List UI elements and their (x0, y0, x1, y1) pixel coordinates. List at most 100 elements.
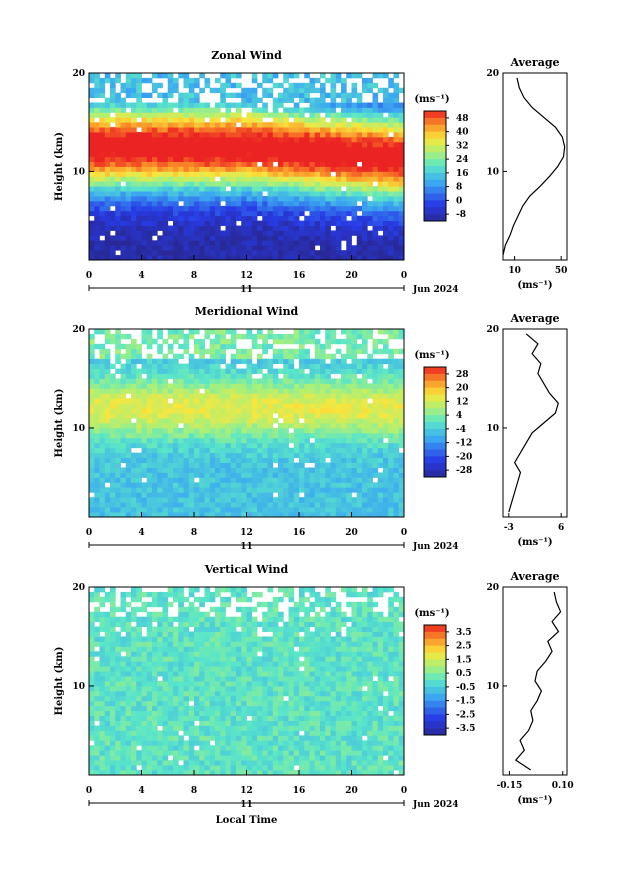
heatmap-cell (383, 348, 389, 355)
heatmap-cell (356, 457, 363, 463)
heatmap-cell (183, 136, 190, 143)
heatmap-cell (262, 107, 268, 113)
heatmap-cell (341, 745, 347, 751)
heatmap-cell (125, 235, 132, 241)
heatmap-cell (136, 467, 142, 473)
heatmap-cell (367, 127, 373, 133)
heatmap-cell (246, 373, 253, 379)
heatmap-cell (262, 127, 268, 133)
heatmap-cell (367, 122, 373, 128)
heatmap-cell (236, 171, 242, 177)
heatmap-cell (388, 348, 394, 355)
heatmap-cell (94, 507, 100, 513)
heatmap-cell (199, 755, 205, 761)
heatmap-cell (314, 373, 321, 379)
heatmap-cell (398, 205, 405, 212)
heatmap-cell (125, 472, 132, 478)
heatmap-cell (314, 720, 321, 726)
heatmap-cell (267, 112, 274, 118)
heatmap-cell (131, 398, 137, 404)
heatmap-cell (246, 92, 253, 98)
heatmap-cell (204, 502, 211, 508)
heatmap-cell (351, 136, 358, 143)
heatmap-cell (335, 398, 342, 404)
heatmap-cell (278, 220, 284, 226)
heatmap-cell (115, 196, 121, 202)
heatmap-cell (362, 343, 368, 350)
heatmap-cell (251, 102, 258, 108)
heatmap-cell (257, 492, 263, 498)
heatmap-cell (220, 151, 226, 158)
heatmap-cell (251, 378, 258, 384)
heatmap-cell (314, 378, 321, 384)
heatmap-cell (167, 230, 174, 236)
heatmap-cell (377, 760, 384, 766)
heatmap-cell (230, 403, 237, 409)
heatmap-cell (215, 102, 221, 108)
heatmap-cell (377, 329, 384, 335)
heatmap-cell (199, 398, 205, 404)
heatmap-cell (278, 413, 284, 419)
heatmap-cell (372, 442, 379, 449)
heatmap-cell (167, 151, 174, 158)
heatmap-cell (267, 760, 274, 766)
heatmap-cell (173, 388, 179, 394)
heatmap-cell (162, 92, 169, 98)
heatmap-cell (209, 452, 216, 459)
heatmap-cell (131, 186, 137, 192)
heatmap-cell (178, 181, 184, 187)
heatmap-cell (299, 393, 305, 399)
heatmap-cell (393, 745, 400, 751)
heatmap-cell (362, 755, 368, 761)
heatmap-cell (383, 745, 389, 751)
heatmap-cell (136, 205, 142, 212)
heatmap-cell (272, 512, 279, 518)
heatmap-cell (188, 77, 195, 84)
heatmap-cell (304, 403, 310, 409)
heatmap-cell (304, 225, 310, 231)
heatmap-cell (314, 161, 321, 167)
heatmap-cell (309, 467, 316, 473)
heatmap-cell (304, 161, 310, 167)
heatmap-cell (125, 146, 132, 153)
heatmap-cell (131, 343, 137, 350)
heatmap-cell (141, 225, 148, 231)
heatmap-cell (157, 245, 163, 251)
heatmap-cell (325, 770, 331, 776)
heatmap-cell (257, 457, 263, 463)
heatmap-cell (99, 176, 106, 182)
heatmap-cell (351, 127, 358, 133)
heatmap-cell (398, 502, 405, 508)
heatmap-cell (131, 745, 137, 751)
heatmap-cell (267, 132, 274, 138)
heatmap-cell (199, 725, 205, 731)
heatmap-cell (367, 171, 373, 177)
heatmap-cell (110, 117, 116, 123)
heatmap-cell (136, 482, 142, 488)
heatmap-cell (209, 750, 216, 756)
heatmap-cell (304, 482, 310, 488)
heatmap-cell (136, 161, 142, 167)
heatmap-cell (89, 220, 95, 226)
heatmap-cell (215, 512, 221, 518)
heatmap-cell (267, 77, 274, 84)
heatmap-cell (120, 102, 127, 108)
heatmap-cell (173, 200, 179, 207)
heatmap-cell (257, 760, 263, 766)
heatmap-cell (314, 770, 321, 776)
heatmap-cell (225, 720, 232, 726)
heatmap-cell (199, 87, 205, 94)
heatmap-cell (393, 457, 400, 463)
heatmap-cell (367, 107, 373, 113)
heatmap-cell (167, 225, 174, 231)
heatmap-cell (272, 442, 279, 449)
heatmap-cell (209, 235, 216, 241)
heatmap-cell (162, 730, 169, 736)
heatmap-cell (325, 408, 331, 414)
heatmap-cell (351, 452, 358, 459)
heatmap-cell (299, 735, 305, 741)
heatmap-cell (220, 92, 226, 98)
heatmap-cell (204, 740, 211, 746)
heatmap-cell (230, 437, 237, 444)
